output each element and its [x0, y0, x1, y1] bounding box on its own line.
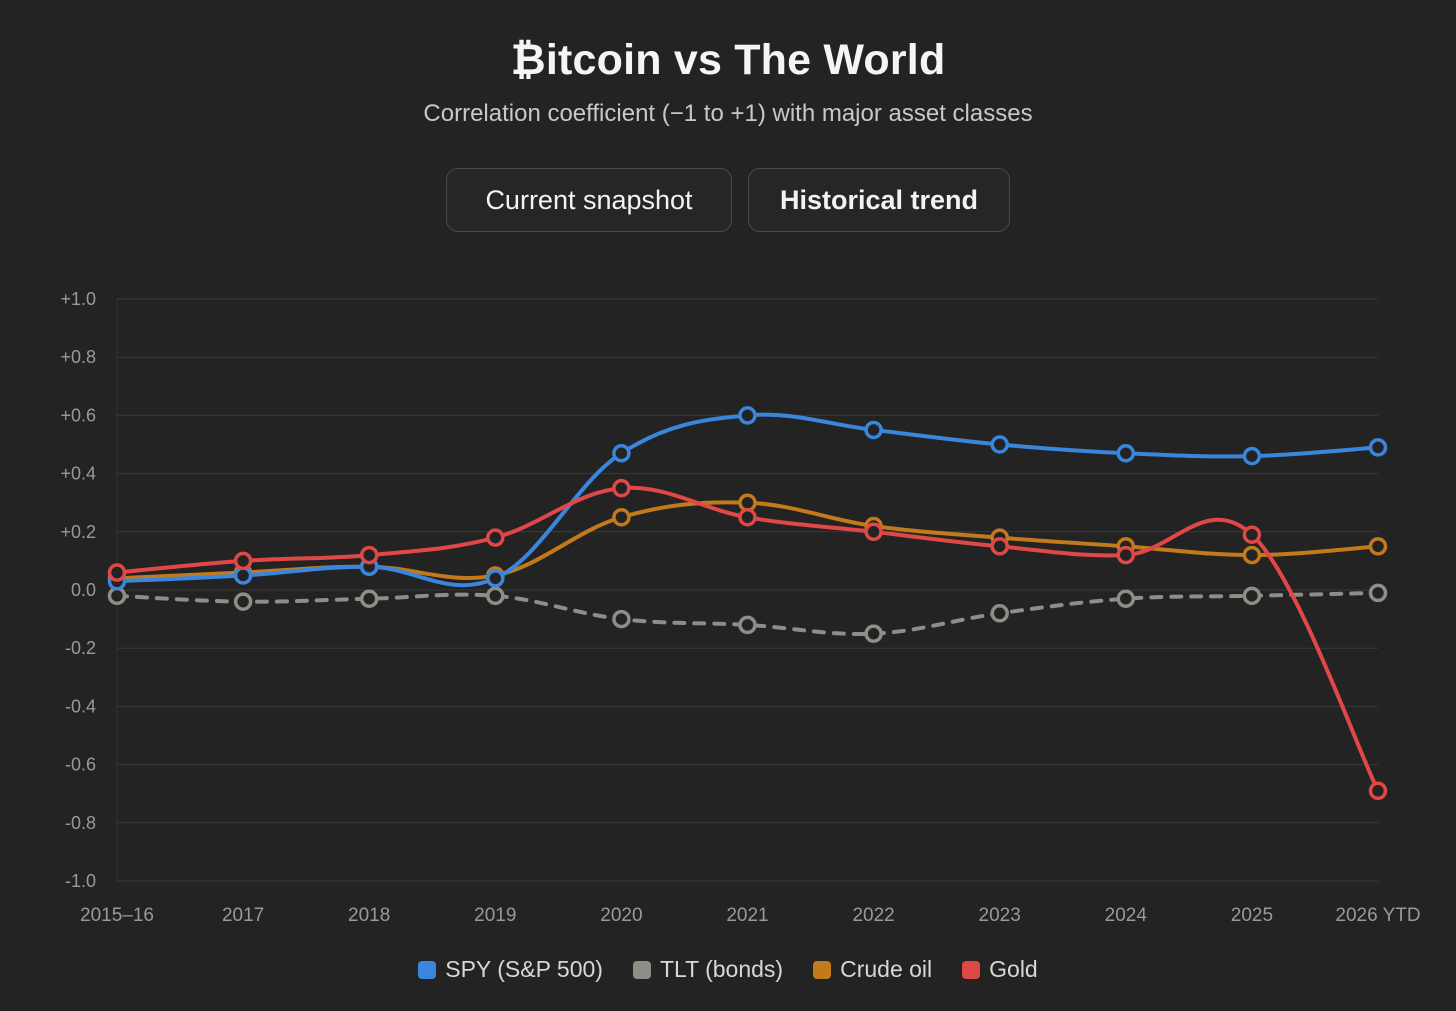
data-point-crude-oil — [738, 493, 757, 512]
x-tick-label: 2025 — [1231, 905, 1273, 926]
data-point-spy-s-p-500 — [1368, 438, 1388, 457]
data-point-tlt-bonds — [864, 624, 883, 643]
legend-swatch-spy — [418, 960, 437, 979]
data-point-spy-s-p-500 — [1242, 446, 1262, 466]
legend-label-spy: SPY (S&P 500) — [445, 956, 603, 982]
y-tick-label: +0.2 — [60, 522, 96, 542]
data-point-gold — [486, 528, 505, 547]
data-point-tlt-bonds — [107, 586, 127, 606]
data-point-spy-s-p-500 — [233, 566, 253, 585]
x-tick-label: 2019 — [474, 905, 516, 926]
legend-swatch-crude-oil — [813, 960, 832, 979]
legend-item-crude-oil[interactable]: Crude oil — [813, 956, 932, 983]
data-point-tlt-bonds — [359, 589, 379, 608]
legend-swatch-tlt — [632, 960, 651, 979]
data-point-tlt-bonds — [1368, 583, 1388, 603]
data-point-crude-oil — [612, 508, 631, 527]
data-point-gold — [1116, 545, 1136, 565]
data-point-spy-s-p-500 — [486, 569, 505, 588]
data-point-gold — [233, 551, 253, 571]
data-point-tlt-bonds — [612, 609, 631, 629]
tab-historical-trend[interactable]: Historical trend — [748, 168, 1010, 232]
x-tick-label: 2018 — [348, 905, 390, 926]
data-point-tlt-bonds — [738, 615, 757, 635]
data-point-crude-oil — [1368, 537, 1388, 556]
y-tick-label: -1.0 — [65, 871, 96, 891]
data-point-gold — [612, 478, 631, 498]
legend-label-crude-oil: Crude oil — [840, 956, 933, 982]
data-point-gold — [990, 537, 1009, 556]
y-tick-label: -0.8 — [65, 813, 96, 833]
data-point-spy-s-p-500 — [1116, 443, 1136, 463]
data-point-tlt-bonds — [1116, 589, 1136, 608]
y-tick-label: +0.4 — [60, 464, 96, 484]
data-point-spy-s-p-500 — [864, 420, 883, 440]
x-tick-label: 2017 — [222, 905, 264, 926]
correlation-line-chart: +1.0 +0.8 +0.6 +0.4 +0.2 0.0 -0.2 -0.4 -0.6 -0.8 -… — [60, 289, 1420, 926]
chart-legend: SPY (S&P 500) TLT (bonds) Crude oil Gold — [0, 956, 1456, 983]
view-tabs: Current snapshot Historical trend — [0, 168, 1456, 232]
y-tick-label: +1.0 — [60, 289, 96, 309]
x-tick-label: 2023 — [979, 905, 1021, 926]
y-tick-label: +0.6 — [60, 405, 96, 425]
x-tick-label: 2026 YTD — [1335, 905, 1420, 926]
data-point-spy-s-p-500 — [612, 443, 631, 463]
data-point-spy-s-p-500 — [990, 435, 1009, 454]
tab-current-snapshot[interactable]: Current snapshot — [446, 168, 732, 232]
data-point-gold — [738, 508, 757, 527]
data-point-spy-s-p-500 — [738, 406, 757, 425]
legend-label-gold: Gold — [989, 956, 1038, 982]
legend-item-gold[interactable]: Gold — [962, 956, 1038, 983]
data-point-gold — [864, 522, 883, 542]
data-point-gold — [1368, 781, 1388, 801]
data-point-gold — [1242, 525, 1262, 544]
y-tick-label: -0.4 — [65, 696, 96, 716]
data-point-tlt-bonds — [486, 586, 505, 606]
x-tick-label: 2021 — [726, 905, 768, 926]
legend-item-tlt[interactable]: TLT (bonds) — [632, 956, 784, 983]
legend-label-tlt: TLT (bonds) — [659, 956, 784, 982]
y-tick-label: +0.8 — [60, 347, 96, 367]
data-point-gold — [107, 563, 127, 582]
y-tick-label: 0.0 — [71, 580, 96, 600]
x-tick-label: 2022 — [852, 905, 894, 926]
legend-swatch-gold — [962, 960, 981, 979]
y-tick-label: -0.6 — [65, 755, 96, 775]
x-tick-label: 2020 — [600, 905, 642, 926]
y-tick-label: -0.2 — [65, 638, 96, 658]
x-tick-label: 2024 — [1105, 905, 1148, 926]
x-tick-label: 2015–16 — [80, 905, 154, 926]
data-point-tlt-bonds — [1242, 586, 1262, 606]
legend-item-spy[interactable]: SPY (S&P 500) — [418, 956, 603, 983]
series-line-gold — [115, 485, 1380, 793]
data-point-tlt-bonds — [990, 604, 1009, 623]
chart-title: ₿itcoin vs The World — [510, 36, 946, 84]
chart-subtitle: Correlation coefficient (−1 to +1) with … — [423, 100, 1033, 127]
data-point-tlt-bonds — [233, 592, 253, 611]
data-point-crude-oil — [1242, 545, 1262, 565]
data-point-gold — [359, 545, 379, 565]
